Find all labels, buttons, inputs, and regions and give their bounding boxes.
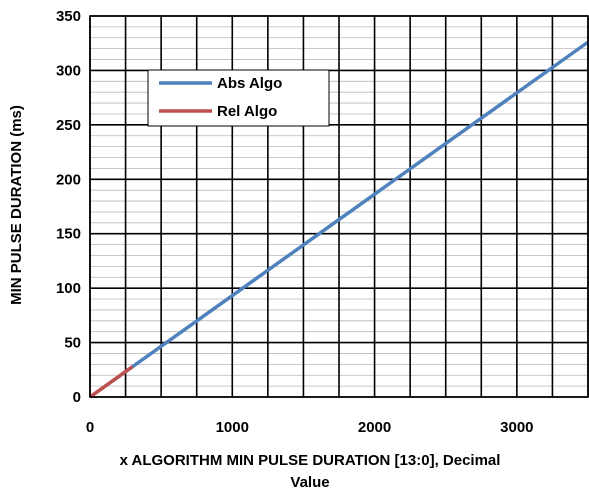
y-tick-label: 100	[56, 280, 81, 297]
series-layer	[88, 40, 589, 399]
legend-label-abs-algo: Abs Algo	[217, 75, 282, 92]
legend: Abs Algo Rel Algo	[147, 69, 330, 127]
plot-frame	[89, 15, 589, 398]
x-tick-label: 1000	[216, 419, 249, 436]
y-tick-label: 300	[56, 62, 81, 79]
y-tick-labels: 0 50 100 150 200 250 300 350	[56, 8, 81, 406]
y-tick-label: 50	[64, 335, 81, 352]
y-axis-label: MIN PULSE DURATION (ms)	[8, 105, 25, 305]
y-tick-label: 250	[56, 117, 81, 134]
x-axis-label-line-1: x ALGORITHM MIN PULSE DURATION [13:0], D…	[120, 452, 501, 469]
legend-box	[147, 69, 330, 127]
legend-label-rel-algo: Rel Algo	[217, 103, 277, 120]
series-line-rel-algo	[88, 365, 134, 399]
plot-border	[89, 15, 589, 398]
y-tick-label: 350	[56, 8, 81, 25]
x-tick-label: 3000	[500, 419, 533, 436]
y-tick-label: 200	[56, 171, 81, 188]
x-tick-labels: 0 1000 2000 3000	[86, 419, 534, 436]
x-tick-label: 0	[86, 419, 94, 436]
series-line-abs-algo	[88, 40, 589, 399]
y-tick-label: 0	[73, 389, 81, 406]
y-tick-label: 150	[56, 226, 81, 243]
x-tick-label: 2000	[358, 419, 391, 436]
x-axis-label-line-2: Value	[290, 474, 329, 491]
